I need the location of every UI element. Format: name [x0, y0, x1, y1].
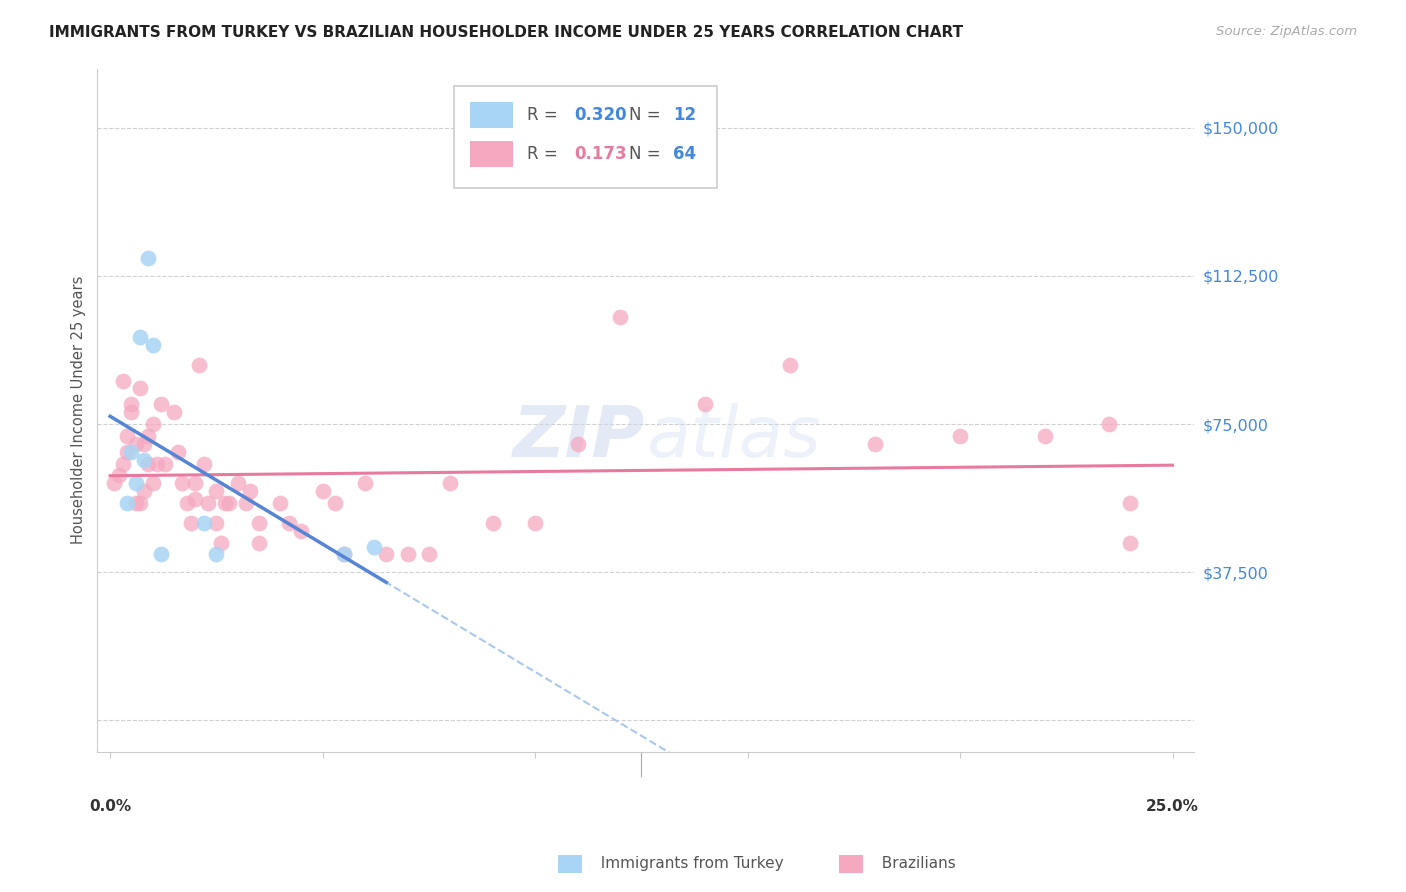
Point: [150, 548, 173, 562]
Point: [247, 535, 270, 549]
Point: [142, 476, 165, 491]
Text: 25.0%: 25.0%: [1146, 799, 1199, 814]
Point: [333, 548, 356, 562]
Point: [193, 457, 215, 471]
Point: [142, 338, 165, 352]
Point: [111, 457, 134, 471]
Point: [197, 496, 219, 510]
Point: [333, 548, 356, 562]
Point: [863, 437, 886, 451]
Y-axis label: Householder Income Under 25 years: Householder Income Under 25 years: [72, 276, 86, 544]
Point: [180, 516, 202, 530]
Point: [1119, 496, 1142, 510]
Point: [247, 516, 270, 530]
Text: N =: N =: [628, 106, 666, 124]
Point: [290, 524, 312, 538]
Point: [124, 496, 146, 510]
Point: [567, 437, 589, 451]
Point: [1098, 417, 1121, 431]
Text: R =: R =: [527, 145, 564, 163]
Point: [155, 457, 177, 471]
Point: [163, 405, 186, 419]
Text: 0.320: 0.320: [574, 106, 627, 124]
Point: [205, 516, 228, 530]
Point: [167, 444, 190, 458]
Point: [138, 457, 160, 471]
FancyBboxPatch shape: [454, 86, 717, 188]
Point: [311, 484, 333, 499]
Point: [115, 444, 138, 458]
Point: [150, 397, 173, 411]
Point: [146, 457, 169, 471]
Text: IMMIGRANTS FROM TURKEY VS BRAZILIAN HOUSEHOLDER INCOME UNDER 25 YEARS CORRELATIO: IMMIGRANTS FROM TURKEY VS BRAZILIAN HOUS…: [49, 25, 963, 40]
Point: [418, 548, 440, 562]
Text: R =: R =: [527, 106, 564, 124]
Point: [205, 548, 228, 562]
Text: ZIP: ZIP: [513, 403, 645, 472]
Point: [138, 429, 160, 443]
Text: atlas: atlas: [645, 403, 820, 472]
Point: [218, 496, 240, 510]
Point: [209, 535, 232, 549]
Point: [128, 382, 150, 396]
Point: [188, 358, 211, 372]
Point: [115, 496, 138, 510]
Text: 64: 64: [673, 145, 696, 163]
Point: [111, 374, 134, 388]
FancyBboxPatch shape: [470, 102, 513, 128]
Text: N =: N =: [628, 145, 666, 163]
Point: [184, 476, 207, 491]
Point: [120, 397, 142, 411]
Point: [439, 476, 461, 491]
Point: [693, 397, 716, 411]
Point: [949, 429, 972, 443]
Text: Brazilians: Brazilians: [872, 856, 956, 871]
Point: [375, 548, 398, 562]
FancyBboxPatch shape: [470, 141, 513, 168]
Point: [205, 484, 228, 499]
Point: [325, 496, 347, 510]
Point: [277, 516, 299, 530]
Point: [363, 540, 385, 554]
Point: [176, 496, 198, 510]
Text: Immigrants from Turkey: Immigrants from Turkey: [591, 856, 783, 871]
Point: [172, 476, 194, 491]
Text: 12: 12: [673, 106, 696, 124]
Point: [124, 437, 146, 451]
Point: [128, 496, 150, 510]
Point: [138, 251, 160, 265]
Point: [235, 496, 257, 510]
Point: [115, 429, 138, 443]
Text: 0.173: 0.173: [574, 145, 627, 163]
Point: [269, 496, 291, 510]
Text: Source: ZipAtlas.com: Source: ZipAtlas.com: [1216, 25, 1357, 38]
Point: [609, 310, 631, 325]
Point: [184, 492, 207, 507]
Point: [132, 452, 155, 467]
Point: [132, 484, 155, 499]
Point: [396, 548, 419, 562]
Point: [124, 476, 146, 491]
Point: [103, 476, 125, 491]
Text: 0.0%: 0.0%: [89, 799, 131, 814]
Point: [1033, 429, 1056, 443]
Point: [120, 444, 142, 458]
Point: [524, 516, 547, 530]
Point: [1119, 535, 1142, 549]
Point: [132, 437, 155, 451]
Point: [779, 358, 801, 372]
Point: [214, 496, 236, 510]
Point: [142, 417, 165, 431]
Point: [120, 405, 142, 419]
Point: [226, 476, 249, 491]
Point: [481, 516, 503, 530]
Point: [128, 330, 150, 344]
Point: [354, 476, 377, 491]
Point: [107, 468, 129, 483]
Point: [239, 484, 262, 499]
Point: [193, 516, 215, 530]
